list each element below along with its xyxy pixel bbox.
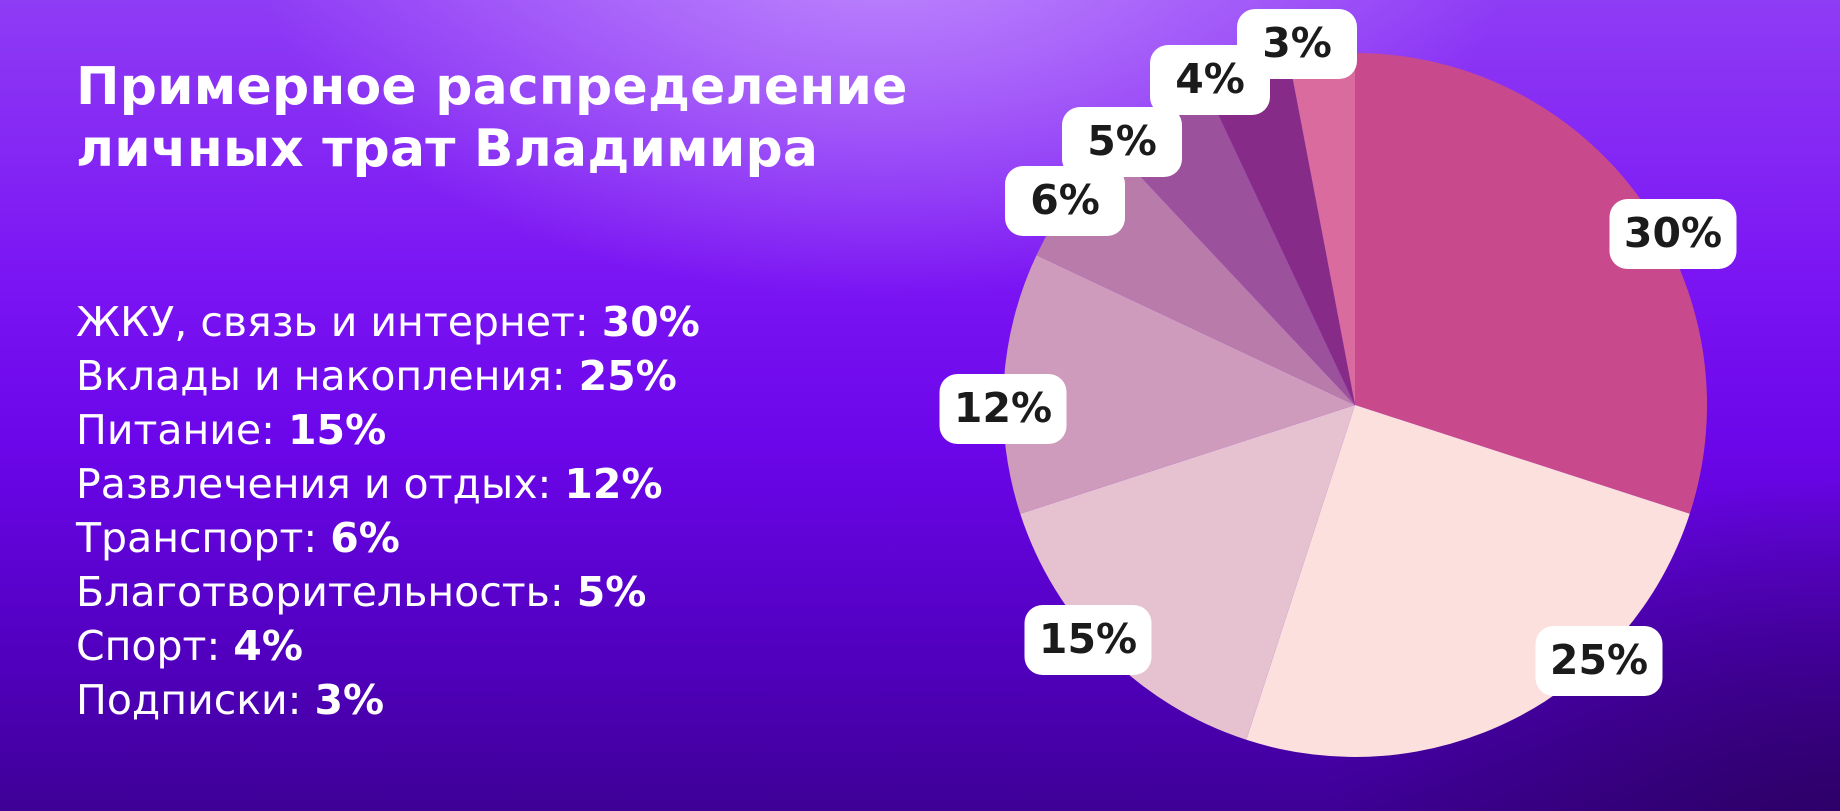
data-label-text: 4% (1175, 55, 1245, 103)
legend-label: Развлечения и отдых (76, 460, 538, 508)
data-label: 6% (1005, 166, 1125, 236)
legend-value: 3% (314, 676, 385, 724)
legend-label: Транспорт (76, 514, 304, 562)
data-label: 12% (939, 374, 1067, 444)
data-label-box (1535, 626, 1663, 696)
legend-label: Спорт (76, 622, 207, 670)
legend-value: 25% (578, 352, 677, 400)
pie-slice (1205, 59, 1355, 405)
data-label-box (939, 374, 1067, 444)
legend-label: Питание (76, 406, 262, 454)
pie-slice (1003, 255, 1355, 514)
data-label-box (1609, 199, 1737, 269)
data-label-text: 3% (1262, 19, 1332, 67)
pie-slice (1020, 405, 1355, 740)
pie-slice (1355, 53, 1707, 514)
legend-item: Развлечения и отдых: 12% (76, 460, 663, 508)
data-label-box (1005, 166, 1125, 236)
legend-value: 15% (288, 406, 387, 454)
legend-value: 5% (576, 568, 647, 616)
legend-item: Питание: 15% (76, 406, 387, 454)
legend-value: 30% (601, 298, 700, 346)
data-label-text: 12% (954, 384, 1052, 432)
data-label: 3% (1237, 9, 1357, 79)
data-label-text: 5% (1087, 117, 1157, 165)
data-label-text: 25% (1550, 636, 1648, 684)
data-label-text: 6% (1030, 176, 1100, 224)
data-label-box (1024, 605, 1152, 675)
legend-item: Спорт: 4% (76, 622, 303, 670)
legend-label: Подписки (76, 676, 288, 724)
pie-slice (1289, 53, 1355, 405)
legend-item: Транспорт: 6% (76, 514, 400, 562)
data-label: 25% (1535, 626, 1663, 696)
legend-label: Вклады и накопления (76, 352, 552, 400)
pie-labels: 30% 25% 15% 12% 6% 5% 4% 3% (939, 9, 1737, 696)
legend-label: ЖКУ, связь и интернет (76, 298, 575, 346)
data-label-box (1237, 9, 1357, 79)
legend-item: Подписки: 3% (76, 676, 385, 724)
legend-value: 6% (330, 514, 400, 562)
legend: ЖКУ, связь и интернет: 30% Вклады и нако… (76, 295, 700, 727)
data-label: 15% (1024, 605, 1152, 675)
legend-label: Благотворительность (76, 568, 550, 616)
data-label: 30% (1609, 199, 1737, 269)
chart-title: Примерное распределение личных трат Влад… (76, 57, 908, 179)
legend-value: 12% (564, 460, 663, 508)
data-label-box (1062, 107, 1182, 177)
data-label-text: 30% (1624, 209, 1722, 257)
legend-item: Вклады и накопления: 25% (76, 352, 677, 400)
legend-item: Благотворительность: 5% (76, 568, 647, 616)
data-label: 5% (1062, 107, 1182, 177)
data-label-text: 15% (1039, 615, 1137, 663)
legend-value: 4% (233, 622, 303, 670)
legend-item: ЖКУ, связь и интернет: 30% (76, 298, 700, 346)
